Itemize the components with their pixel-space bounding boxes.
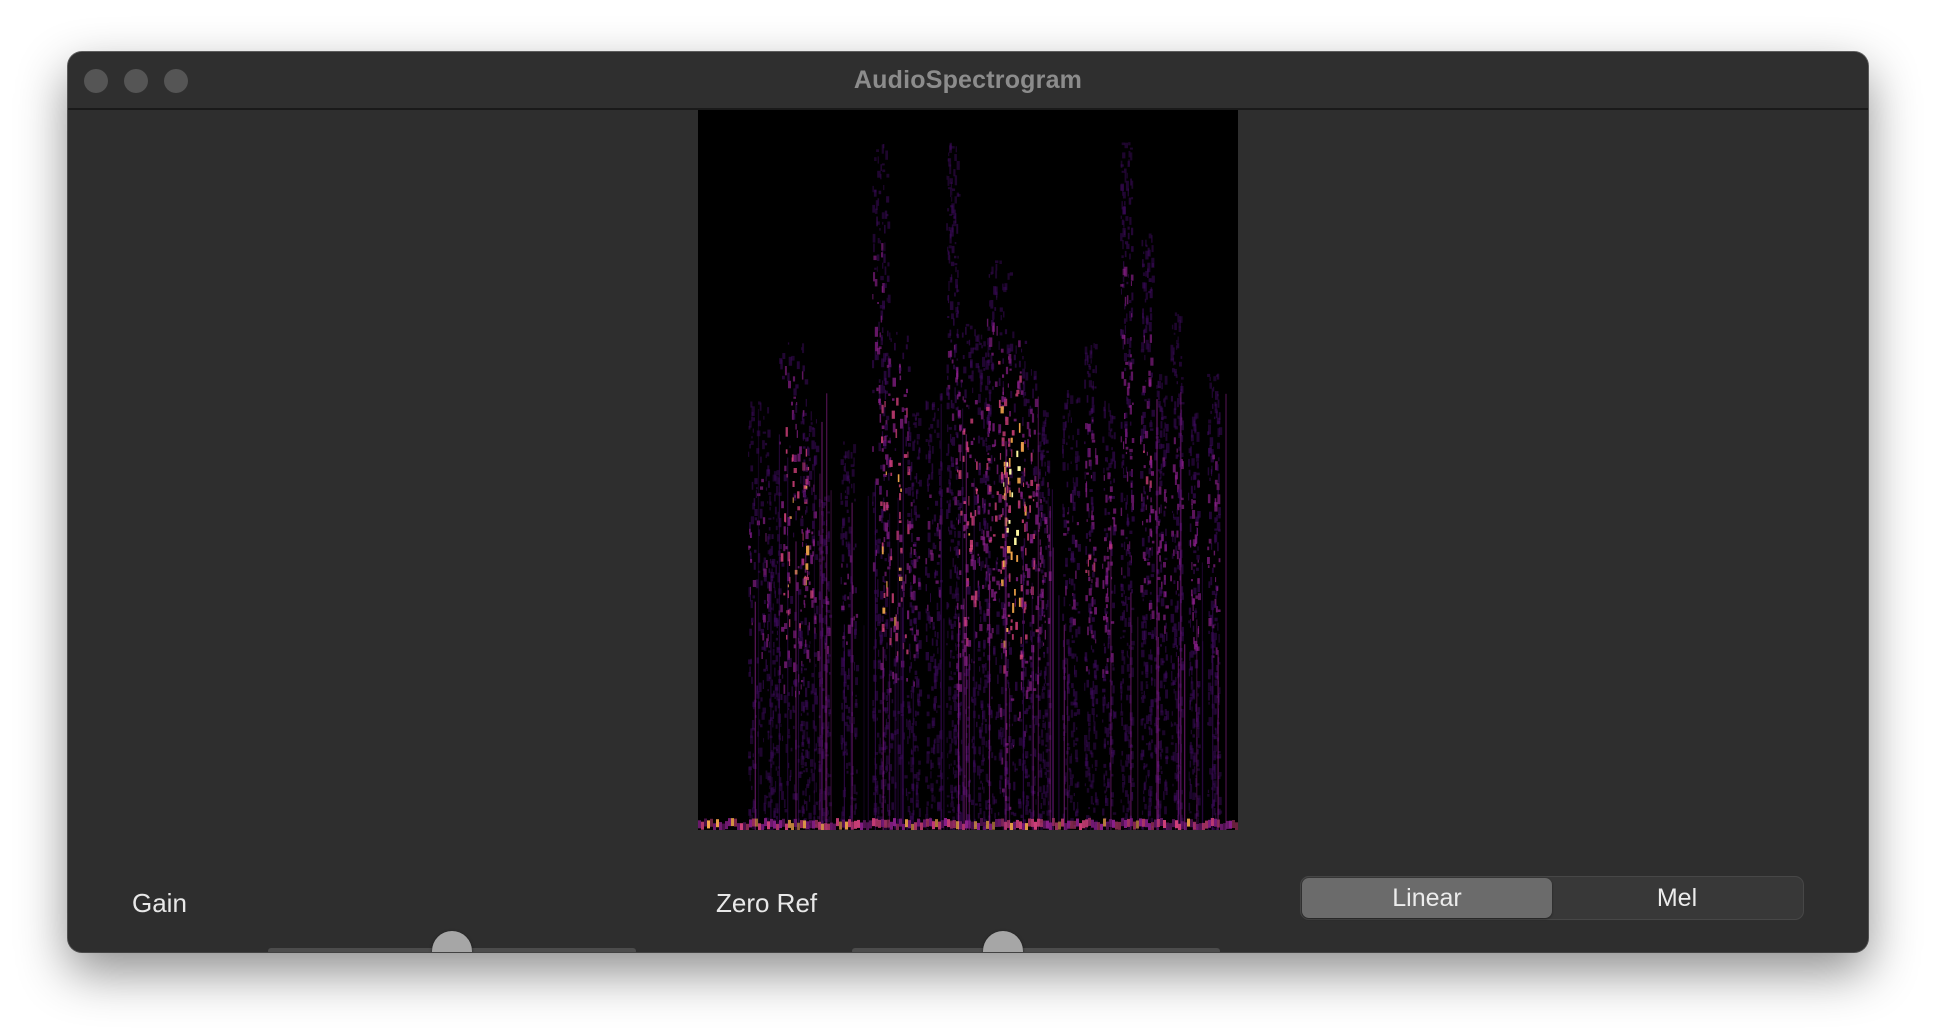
title-bar[interactable]: AudioSpectrogram: [68, 52, 1868, 110]
minimize-window-button[interactable]: [124, 69, 148, 93]
gain-slider-thumb[interactable]: [432, 931, 472, 952]
zoom-window-button[interactable]: [164, 69, 188, 93]
spectrogram-image: [698, 142, 1238, 830]
scale-mode-segmented-control[interactable]: Linear Mel: [1300, 876, 1804, 920]
mel-segment[interactable]: Mel: [1656, 883, 1698, 912]
window-title: AudioSpectrogram: [853, 66, 1083, 94]
spectrogram-view: [698, 110, 1238, 830]
app-window: AudioSpectrogram Gain Zero Ref Linear Me…: [68, 52, 1868, 952]
main-content: Gain Zero Ref Linear Mel: [68, 110, 1868, 952]
zero-ref-slider[interactable]: [852, 931, 1220, 952]
gain-label: Gain: [132, 888, 187, 918]
zero-ref-slider-thumb[interactable]: [982, 931, 1023, 952]
gain-slider[interactable]: [268, 931, 636, 952]
linear-segment[interactable]: Linear: [1302, 878, 1552, 918]
close-window-button[interactable]: [84, 69, 108, 93]
zero-ref-label: Zero Ref: [716, 888, 818, 918]
